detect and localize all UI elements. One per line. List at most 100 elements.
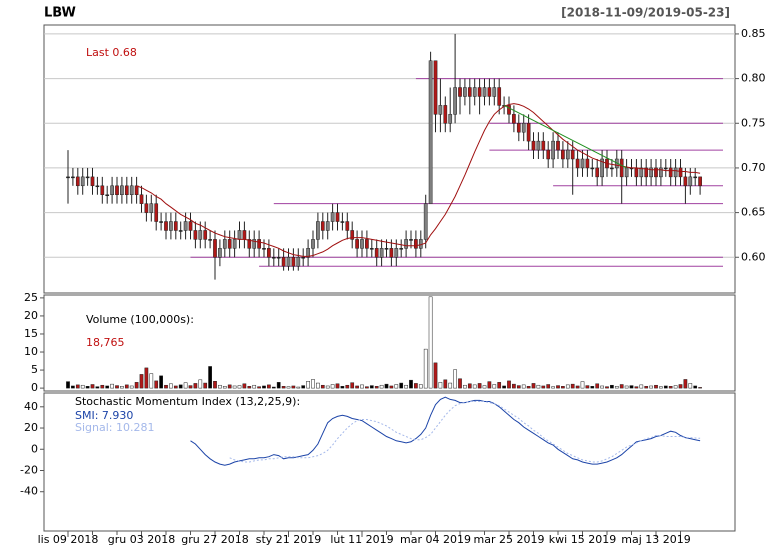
candle-body (477, 87, 482, 97)
candle-body (698, 176, 702, 187)
candle-body (585, 158, 590, 169)
volume-bar (355, 385, 359, 389)
candle-body (296, 257, 301, 267)
volume-bar (570, 383, 575, 389)
volume-bar (325, 385, 330, 389)
volume-bar (634, 386, 639, 389)
volume-bar (394, 384, 399, 389)
volume-bar (208, 366, 212, 389)
candle-body (433, 60, 438, 115)
candle-body (374, 248, 379, 258)
volume-bar (120, 386, 124, 389)
candle-body (649, 167, 653, 178)
candle-body (360, 239, 364, 249)
volume-bar (512, 383, 516, 389)
candle-body (438, 105, 443, 115)
volume-bar (85, 386, 90, 389)
candle-body (144, 203, 149, 213)
y-tick-label: 0.60 (741, 250, 766, 263)
candle-body (100, 185, 105, 195)
volume-bar (159, 375, 163, 389)
candle-body (247, 239, 252, 249)
volume-bar (585, 385, 590, 389)
volume-bar (418, 384, 423, 389)
volume-bar (438, 382, 443, 389)
volume-title: Volume (100,000s): (86, 313, 194, 326)
candle-body (134, 185, 139, 195)
volume-bar (497, 382, 502, 389)
volume-bar (149, 373, 154, 389)
candle-body (570, 149, 575, 160)
y-tick-label: 25 (24, 291, 38, 304)
smi-title: Stochastic Momentum Index (13,2,25,9): (75, 395, 300, 408)
volume-bar (252, 384, 257, 389)
volume-bar (595, 383, 600, 389)
volume-bar (164, 384, 168, 389)
candle-body (120, 185, 124, 195)
volume-bar (144, 367, 149, 389)
volume-bar (668, 386, 673, 389)
volume-bar (575, 385, 580, 389)
volume-bar (492, 384, 497, 389)
volume-bar (183, 382, 188, 389)
y-tick-label: 0.70 (741, 161, 766, 174)
candle-body (379, 248, 384, 258)
volume-bar (644, 386, 649, 389)
y-tick-label: 0 (31, 381, 38, 394)
volume-bar (605, 386, 609, 389)
chart-title: LBW (44, 6, 76, 21)
price-panel (43, 24, 736, 294)
candle-body (541, 140, 546, 151)
candle-body (448, 114, 453, 124)
volume-bar (458, 378, 462, 389)
candle-body (198, 230, 203, 240)
candle-body (281, 257, 286, 267)
volume-bar (502, 385, 506, 389)
candle-body (561, 149, 565, 160)
volume-bar (399, 382, 404, 389)
volume-bar (516, 385, 521, 389)
volume-bar (311, 379, 315, 389)
candle-body (580, 158, 585, 169)
candle-body (340, 221, 345, 223)
candle-body (565, 149, 570, 160)
candle-body (173, 221, 178, 231)
candle-body (389, 248, 394, 258)
volume-bar (267, 384, 271, 389)
volume-bar (90, 384, 95, 389)
x-tick-label: gru 03 2018 (108, 533, 175, 546)
candle-body (673, 167, 678, 178)
candle-body (526, 123, 531, 142)
volume-bar (561, 386, 565, 389)
volume-bar (242, 383, 247, 389)
x-tick-label: gru 27 2018 (181, 533, 248, 546)
candle-body (301, 257, 306, 259)
candle-body (154, 203, 159, 222)
volume-bar (673, 385, 678, 389)
smi-line (190, 396, 701, 466)
volume-bar (428, 296, 433, 389)
volume-bar (100, 384, 105, 389)
y-tick-label: 0.80 (741, 72, 766, 85)
volume-bar (80, 384, 85, 389)
volume-bar (139, 374, 144, 389)
volume-bar (330, 384, 335, 389)
x-tick-label: mar 04 2019 (400, 533, 471, 546)
volume-bar (222, 386, 227, 389)
candle-body (683, 176, 688, 187)
candle-body (355, 239, 359, 249)
candle-body (536, 140, 541, 151)
volume-bar (66, 381, 70, 389)
candle-body (291, 257, 296, 267)
volume-bar (71, 385, 75, 389)
candle-body (639, 167, 644, 178)
volume-bar (600, 385, 604, 389)
volume-bar (360, 384, 364, 389)
x-tick-label: sty 21 2019 (256, 533, 322, 546)
y-tick-label: 10 (24, 345, 38, 358)
candle-body (423, 203, 428, 240)
candle-body (384, 248, 389, 250)
volume-bar (129, 385, 134, 389)
candle-body (139, 194, 144, 204)
candle-body (169, 221, 173, 231)
